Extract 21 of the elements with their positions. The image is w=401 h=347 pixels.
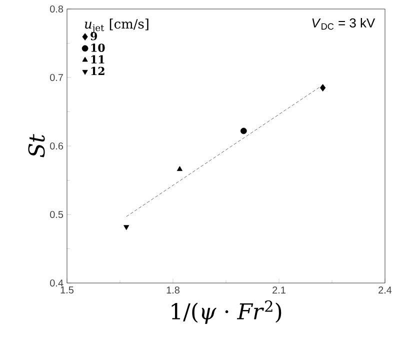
legend-label: 12	[91, 66, 104, 75]
legend-title: u$_{jet}$ [cm/s]	[84, 18, 148, 34]
point	[176, 166, 182, 171]
x-tick-label: 1.5	[60, 286, 74, 294]
y-tick-label: 0.4	[50, 279, 64, 287]
x-tick-label: 1.8	[166, 286, 180, 294]
y-tick-label: 0.7	[50, 74, 63, 82]
y-tick-label: 0.6	[50, 142, 64, 150]
point	[320, 84, 326, 92]
x-tick-label: 2.4	[378, 286, 392, 294]
point	[124, 225, 130, 230]
legend-label: 11	[91, 55, 104, 64]
annotation: V$_{DC}$ = 3 kV	[312, 18, 376, 30]
x-axis-title: 1/(ψ · Fr$^{2}$)	[172, 300, 282, 324]
y-tick-label: 0.5	[50, 210, 64, 218]
y-axis-title: St	[28, 134, 45, 158]
legend-label: 9	[90, 32, 97, 40]
point	[240, 128, 247, 134]
y-tick-label: 0.8	[50, 5, 64, 13]
legend-label: 10	[91, 44, 105, 52]
x-tick-label: 2.1	[272, 286, 286, 294]
